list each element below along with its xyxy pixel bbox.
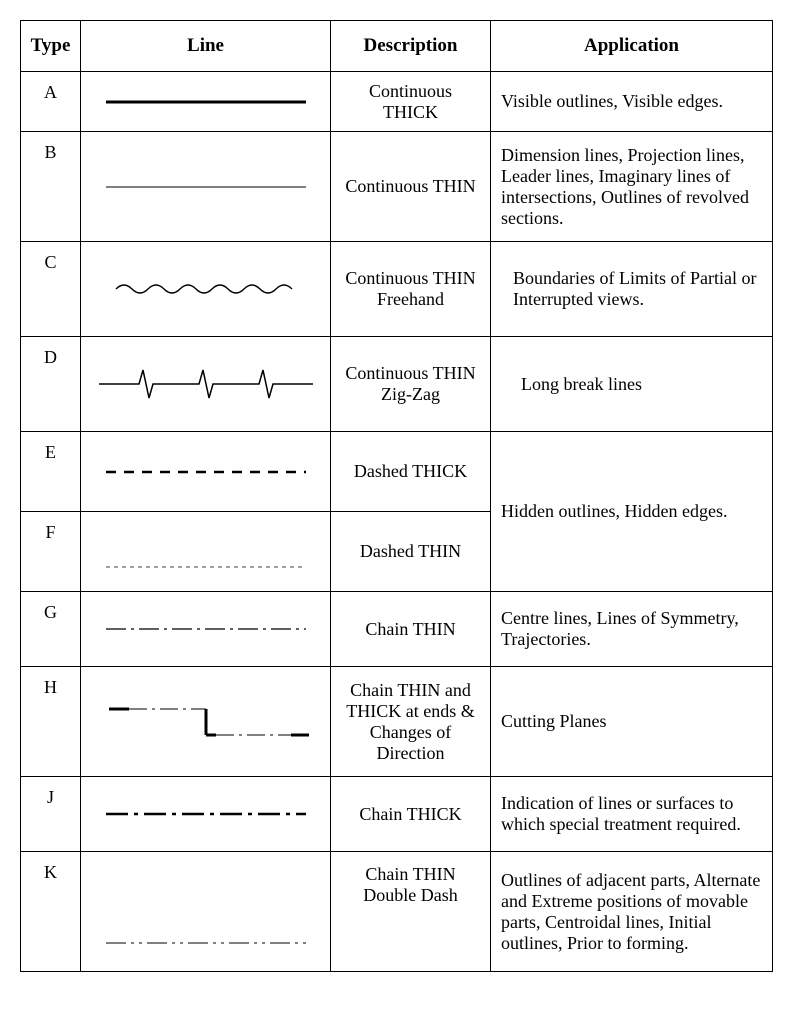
application-cell: Long break lines: [491, 337, 773, 432]
table-row: G Chain THIN Centre lines, Lines of Symm…: [21, 592, 773, 667]
type-cell: K: [21, 852, 81, 972]
application-cell: Boundaries of Limits of Partial or Inter…: [491, 242, 773, 337]
table-row: H Chain THIN and THICK at ends & Changes…: [21, 667, 773, 777]
line-sample-dashed-thin: [81, 512, 331, 592]
line-sample-continuous-thick: [81, 72, 331, 132]
description-cell: Chain THIN: [331, 592, 491, 667]
header-description: Description: [331, 21, 491, 72]
line-sample-continuous-thin: [81, 132, 331, 242]
application-cell: Visible outlines, Visible edges.: [491, 72, 773, 132]
line-sample-chain-double-dash: [81, 852, 331, 972]
description-cell: Continuous THIN Freehand: [331, 242, 491, 337]
line-sample-wavy-freehand: [81, 242, 331, 337]
type-cell: H: [21, 667, 81, 777]
application-cell: Indication of lines or surfaces to which…: [491, 777, 773, 852]
line-types-table: Type Line Description Application A Cont…: [20, 20, 773, 972]
description-cell: Dashed THICK: [331, 432, 491, 512]
type-cell: A: [21, 72, 81, 132]
type-cell: C: [21, 242, 81, 337]
type-cell: B: [21, 132, 81, 242]
description-cell: Continuous THIN: [331, 132, 491, 242]
header-row: Type Line Description Application: [21, 21, 773, 72]
description-cell: Chain THIN Double Dash: [331, 852, 491, 972]
table-row: A Continuous THICK Visible outlines, Vis…: [21, 72, 773, 132]
header-application: Application: [491, 21, 773, 72]
table-row: E Dashed THICK Hidden outlines, Hidden e…: [21, 432, 773, 512]
line-sample-dashed-thick: [81, 432, 331, 512]
description-cell: Continuous THIN Zig-Zag: [331, 337, 491, 432]
type-cell: D: [21, 337, 81, 432]
line-sample-zigzag: [81, 337, 331, 432]
table-row: J Chain THICK Indication of lines or sur…: [21, 777, 773, 852]
type-cell: J: [21, 777, 81, 852]
application-cell: Outlines of adjacent parts, Alternate an…: [491, 852, 773, 972]
line-sample-chain-thin: [81, 592, 331, 667]
line-sample-chain-thick: [81, 777, 331, 852]
table-row: C Continuous THIN Freehand Boundaries of…: [21, 242, 773, 337]
header-line: Line: [81, 21, 331, 72]
header-type: Type: [21, 21, 81, 72]
application-cell: Cutting Planes: [491, 667, 773, 777]
line-sample-chain-step: [81, 667, 331, 777]
application-cell: Dimension lines, Projection lines, Leade…: [491, 132, 773, 242]
type-cell: F: [21, 512, 81, 592]
application-cell-merged: Hidden outlines, Hidden edges.: [491, 432, 773, 592]
table-row: K Chain THIN Double Dash Outlines of adj…: [21, 852, 773, 972]
application-cell: Centre lines, Lines of Symmetry, Traject…: [491, 592, 773, 667]
description-cell: Continuous THICK: [331, 72, 491, 132]
type-cell: E: [21, 432, 81, 512]
table-row: B Continuous THIN Dimension lines, Proje…: [21, 132, 773, 242]
type-cell: G: [21, 592, 81, 667]
table-row: D Continuous THIN Zig-Zag Long break lin…: [21, 337, 773, 432]
description-cell: Chain THIN and THICK at ends & Changes o…: [331, 667, 491, 777]
description-cell: Chain THICK: [331, 777, 491, 852]
description-cell: Dashed THIN: [331, 512, 491, 592]
